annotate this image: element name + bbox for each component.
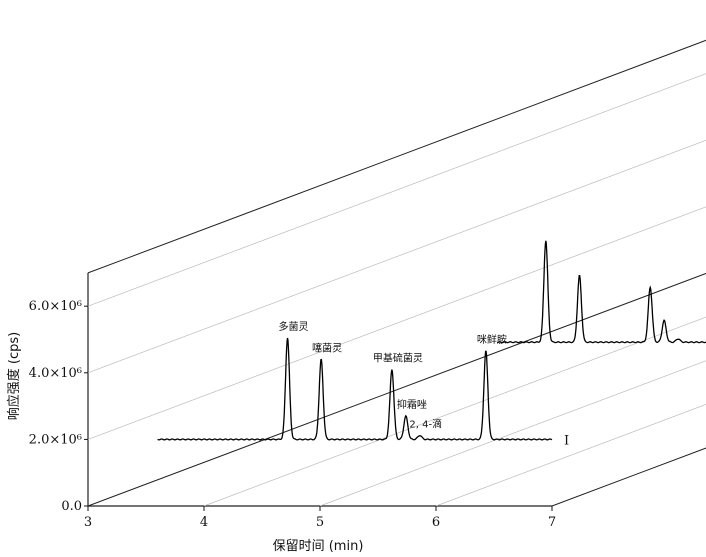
floor-left-edge (87, 272, 706, 507)
x-tick-label: 3 (84, 515, 92, 530)
grid-line (87, 139, 706, 374)
grid-line (203, 316, 706, 507)
y-tick-label: 0.0 (61, 499, 82, 514)
grid-line (435, 404, 706, 507)
x-tick-label: 5 (316, 515, 324, 530)
trace-line-2 (496, 240, 706, 344)
grid-line (87, 206, 706, 440)
x-tick-label: 4 (200, 515, 208, 530)
peak-label: 多菌灵 (279, 320, 309, 333)
y-tick-label: 6.0×10⁶ (29, 299, 82, 314)
floor-right-edge (551, 447, 706, 507)
grid-line (87, 73, 706, 307)
side-wall-top-edge (87, 39, 706, 274)
trace-label-1: Ⅰ (564, 433, 569, 448)
x-tick-label: 7 (548, 515, 556, 530)
peak-label: 抑霜唑 (397, 398, 427, 411)
x-tick-label: 6 (432, 515, 440, 530)
y-tick-label: 2.0×10⁶ (29, 432, 82, 447)
x-axis-title: 保留时间 (min) (273, 539, 364, 554)
peak-label: 2, 4-滴 (409, 417, 442, 430)
peak-label: 咪鲜胺 (477, 333, 507, 346)
trace-line-1 (157, 337, 553, 441)
y-axis-title: 响应强度 (cps) (6, 332, 22, 420)
grid-line (319, 360, 706, 507)
chart-traces (157, 240, 706, 441)
y-tick-label: 4.0×10⁶ (29, 366, 82, 381)
chart-grid (87, 73, 706, 507)
peak-label: 甲基硫菌灵 (373, 351, 423, 364)
chart-frame (87, 39, 706, 507)
axis-ticks: 3 4 5 6 7 0.0 2.0×10⁶ 4.0×10⁶ 6.0×10⁶ (29, 299, 556, 530)
peak-label: 噻菌灵 (312, 341, 342, 354)
